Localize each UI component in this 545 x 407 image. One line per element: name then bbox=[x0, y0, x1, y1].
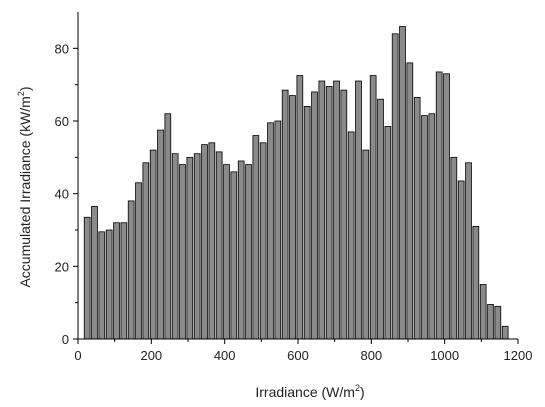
bar bbox=[465, 162, 472, 340]
bar bbox=[333, 80, 340, 340]
x-axis-label: Irradiance (W/m2) bbox=[255, 383, 364, 400]
x-tick-label: 600 bbox=[287, 348, 309, 363]
bar bbox=[83, 216, 91, 340]
bars-group bbox=[83, 26, 509, 340]
x-tick-label: 0 bbox=[74, 348, 81, 363]
bar bbox=[259, 142, 267, 340]
bar bbox=[120, 222, 128, 340]
y-ticks-group: 0 20 40 60 80 bbox=[55, 41, 78, 347]
bar bbox=[171, 153, 179, 340]
bar bbox=[391, 33, 399, 340]
bar bbox=[289, 95, 296, 340]
bar bbox=[149, 149, 157, 340]
bar bbox=[135, 182, 142, 340]
y-tick-label: 20 bbox=[55, 259, 69, 274]
bar bbox=[457, 180, 465, 340]
y-axis-label: Accumulated Irradiance (kW/m2) bbox=[16, 86, 33, 287]
bar bbox=[201, 144, 208, 340]
y-tick-label: 40 bbox=[55, 187, 69, 202]
y-tick-label: 60 bbox=[55, 114, 69, 129]
bar bbox=[179, 164, 186, 340]
bar bbox=[186, 156, 194, 340]
bar bbox=[413, 96, 421, 340]
bar bbox=[435, 71, 443, 340]
bar bbox=[223, 164, 230, 340]
bar bbox=[274, 120, 282, 340]
bar bbox=[281, 89, 289, 340]
bar bbox=[193, 153, 201, 340]
bar bbox=[252, 135, 260, 340]
bar bbox=[142, 162, 150, 340]
bar bbox=[164, 113, 172, 340]
bar bbox=[208, 142, 216, 340]
bar bbox=[428, 113, 436, 340]
bar bbox=[487, 304, 494, 340]
bar bbox=[421, 115, 428, 340]
bar bbox=[215, 151, 223, 340]
x-tick-label: 200 bbox=[140, 348, 162, 363]
bar bbox=[245, 164, 252, 340]
y-tick-label: 0 bbox=[62, 332, 69, 347]
bar bbox=[325, 86, 333, 340]
bar bbox=[91, 205, 98, 340]
bar bbox=[113, 222, 120, 340]
y-tick-label: 80 bbox=[55, 41, 69, 56]
bar bbox=[355, 80, 362, 340]
bar bbox=[303, 106, 311, 340]
bar bbox=[296, 75, 304, 340]
bar bbox=[157, 129, 164, 340]
bar bbox=[479, 284, 487, 340]
bar bbox=[340, 89, 348, 340]
bar bbox=[347, 131, 355, 340]
bar bbox=[362, 149, 370, 340]
bar bbox=[399, 26, 406, 340]
bar bbox=[443, 73, 450, 340]
bar bbox=[127, 200, 135, 340]
bar bbox=[267, 122, 274, 340]
bar bbox=[494, 305, 502, 340]
bar bbox=[472, 225, 480, 340]
x-tick-label: 1200 bbox=[504, 348, 533, 363]
bar bbox=[384, 126, 392, 340]
bar bbox=[377, 98, 384, 340]
bar bbox=[105, 229, 113, 340]
bar bbox=[318, 80, 326, 340]
x-ticks-group: 0 200 400 600 800 1000 1200 bbox=[74, 339, 532, 363]
bar bbox=[230, 171, 238, 340]
bar bbox=[450, 156, 458, 340]
x-tick-label: 400 bbox=[214, 348, 236, 363]
x-tick-label: 800 bbox=[360, 348, 382, 363]
bar bbox=[369, 75, 377, 340]
bar bbox=[237, 160, 245, 340]
x-tick-label: 1000 bbox=[430, 348, 459, 363]
bar bbox=[501, 325, 509, 340]
bar bbox=[406, 62, 414, 340]
bar bbox=[98, 231, 106, 340]
bar bbox=[311, 91, 318, 340]
